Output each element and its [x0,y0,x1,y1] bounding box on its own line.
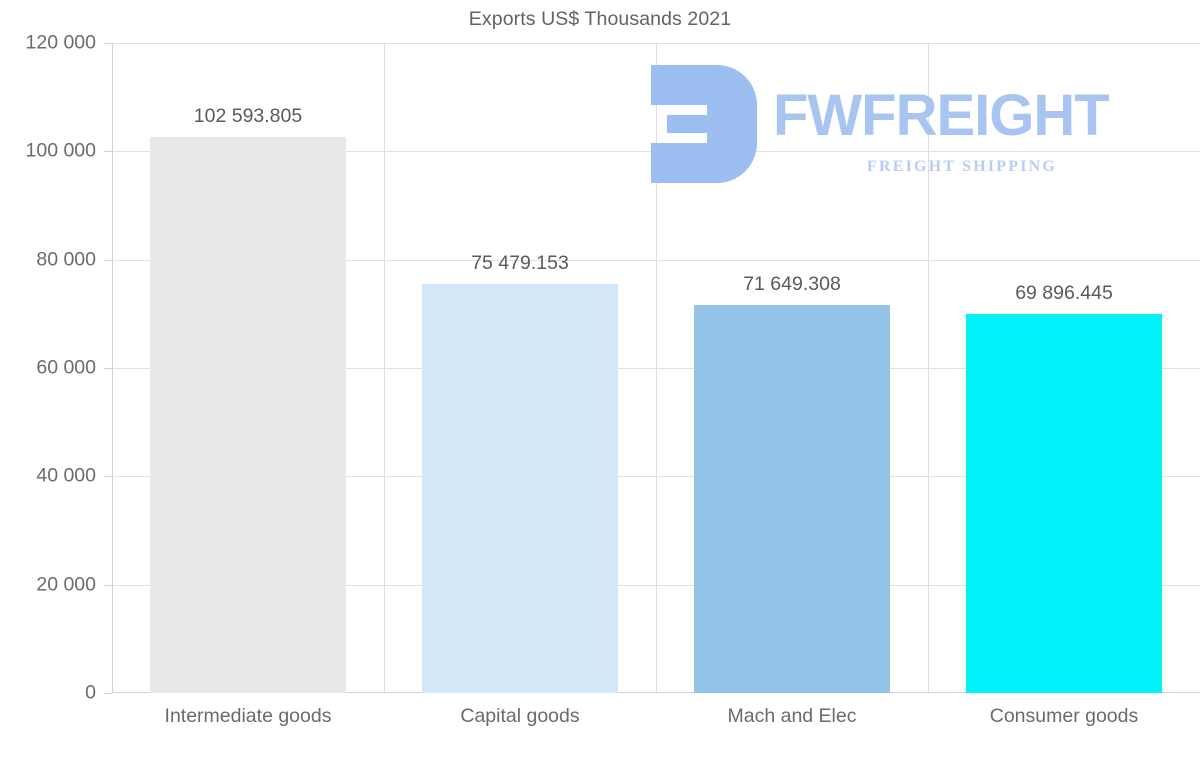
y-axis-tick-label: 20 000 [36,573,96,596]
y-axis-tick-mark [104,151,112,153]
x-axis-line [112,692,1200,693]
plot-area: 102 593.805 75 479.153 71 649.308 69 896.44… [112,43,1200,693]
bar-value-label: 102 593.805 [193,105,303,128]
bar[interactable] [966,314,1162,693]
y-axis-tick-label: 60 000 [36,356,96,379]
bar-value-label: 71 649.308 [743,272,841,295]
y-axis-tick-mark [104,476,112,478]
bar-value-label: 75 479.153 [471,252,569,275]
y-axis-tick-mark [104,693,112,694]
gridline-vertical [384,43,385,693]
x-axis-category-label: Consumer goods [989,705,1139,727]
y-axis-tick-mark [104,43,112,44]
bar-value-label: 69 896.445 [1015,282,1113,305]
y-axis-tick-label: 80 000 [36,248,96,271]
bar[interactable] [150,137,346,693]
y-axis-tick-mark [104,259,112,261]
y-axis-tick-mark [104,584,112,586]
bar[interactable] [422,284,618,693]
chart-title: Exports US$ Thousands 2021 [468,8,732,30]
y-axis-tick-label: 120 000 [25,31,97,54]
x-axis-category-label: Mach and Elec [727,705,857,727]
y-axis-tick-mark [104,368,112,369]
y-axis-line [112,43,113,693]
bar[interactable] [694,304,890,693]
y-axis-tick-label: 0 [85,681,96,704]
x-axis-category-label: Capital goods [460,705,580,727]
y-axis-tick-label: 100 000 [25,139,97,162]
y-axis-tick-label: 40 000 [36,464,96,487]
gridline-vertical [656,43,657,693]
gridline-vertical [928,43,929,693]
x-axis-category-label: Intermediate goods [164,705,332,727]
